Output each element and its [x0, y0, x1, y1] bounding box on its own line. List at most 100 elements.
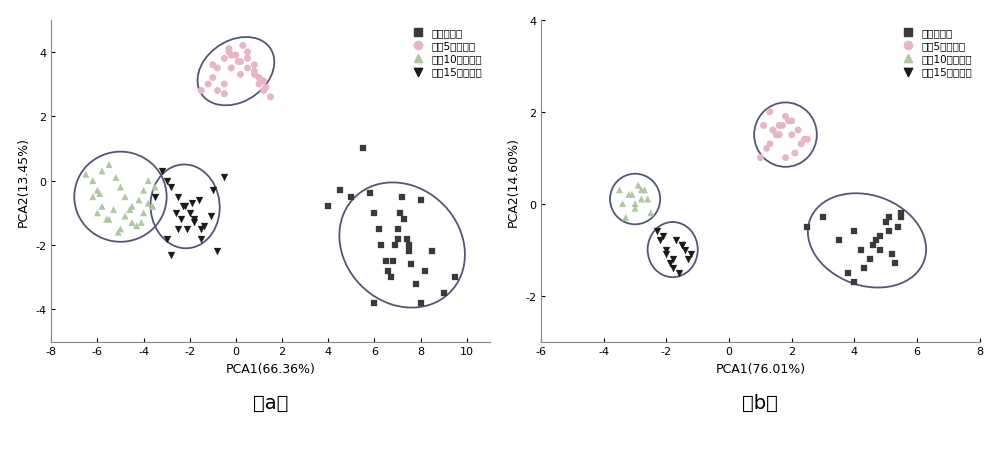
- Point: [618, 214, 634, 221]
- Point: [159, 178, 175, 185]
- Point: [112, 226, 128, 233]
- Point: [136, 187, 152, 194]
- Point: [108, 175, 124, 182]
- Point: [205, 187, 221, 194]
- Point: [256, 87, 272, 95]
- Point: [258, 84, 274, 92]
- Point: [246, 62, 262, 69]
- Point: [355, 146, 371, 153]
- Point: [893, 214, 909, 221]
- Point: [401, 242, 417, 249]
- Point: [378, 258, 394, 265]
- Point: [390, 226, 406, 233]
- Point: [186, 216, 202, 223]
- Point: [117, 193, 133, 201]
- Point: [251, 81, 267, 88]
- Point: [246, 72, 262, 79]
- Point: [251, 75, 267, 82]
- Point: [140, 200, 156, 207]
- Point: [230, 59, 246, 66]
- Point: [872, 233, 888, 240]
- Point: [131, 197, 147, 204]
- Point: [790, 127, 806, 134]
- Point: [209, 87, 225, 95]
- Point: [239, 55, 255, 63]
- Point: [655, 233, 671, 240]
- Point: [233, 72, 249, 79]
- Point: [147, 184, 163, 191]
- Point: [78, 171, 94, 179]
- Point: [239, 65, 255, 73]
- Point: [94, 203, 110, 211]
- Text: （a）: （a）: [253, 393, 288, 412]
- Point: [840, 269, 856, 276]
- Point: [101, 216, 117, 223]
- Point: [85, 193, 101, 201]
- Point: [624, 191, 640, 198]
- Point: [373, 242, 389, 249]
- Point: [636, 187, 652, 194]
- Point: [246, 69, 262, 76]
- Point: [221, 46, 237, 53]
- Y-axis label: PCA2(13.45%): PCA2(13.45%): [17, 136, 30, 226]
- Point: [615, 201, 631, 208]
- Point: [235, 43, 251, 50]
- Point: [674, 242, 690, 249]
- Point: [417, 267, 433, 275]
- Point: [89, 210, 105, 217]
- Text: （b）: （b）: [742, 393, 778, 412]
- Point: [140, 178, 156, 185]
- Point: [133, 219, 149, 226]
- Point: [163, 252, 179, 259]
- Point: [173, 216, 189, 223]
- Point: [787, 150, 803, 157]
- Point: [878, 219, 894, 226]
- Point: [633, 196, 649, 203]
- Point: [759, 146, 775, 153]
- Point: [163, 184, 179, 191]
- Point: [649, 228, 665, 235]
- Point: [92, 190, 108, 198]
- Point: [401, 248, 417, 255]
- Point: [862, 256, 878, 263]
- Point: [424, 248, 440, 255]
- Point: [129, 223, 145, 230]
- Point: [205, 62, 221, 69]
- Point: [390, 235, 406, 243]
- Point: [203, 213, 219, 220]
- Point: [101, 161, 117, 169]
- Point: [665, 256, 681, 263]
- Point: [191, 197, 207, 204]
- Point: [853, 246, 869, 253]
- Point: [221, 49, 237, 56]
- Point: [136, 210, 152, 217]
- Point: [228, 52, 244, 60]
- Y-axis label: PCA2(14.60%): PCA2(14.60%): [507, 136, 520, 226]
- Point: [665, 265, 681, 272]
- Point: [680, 256, 696, 263]
- Point: [209, 248, 225, 255]
- Point: [777, 155, 793, 162]
- Point: [193, 235, 209, 243]
- Point: [793, 141, 809, 148]
- Point: [170, 193, 186, 201]
- Point: [216, 91, 232, 98]
- Point: [640, 196, 656, 203]
- Point: [343, 193, 359, 201]
- Point: [179, 226, 195, 233]
- Point: [392, 210, 408, 217]
- Point: [627, 201, 643, 208]
- Point: [784, 118, 800, 125]
- Point: [771, 123, 787, 130]
- Point: [112, 184, 128, 191]
- Legend: 新鲜山核桃, 陷刖5天山核桃, 陷刖10天山核桃, 陷刖15天山核桃: 新鲜山核桃, 陷刖5天山核桃, 陷刖10天山核桃, 陷刖15天山核桃: [896, 26, 975, 79]
- Point: [856, 265, 872, 272]
- Point: [106, 207, 122, 214]
- Point: [658, 251, 674, 258]
- Point: [668, 237, 684, 244]
- Point: [216, 81, 232, 88]
- Point: [216, 175, 232, 182]
- Point: [774, 123, 790, 130]
- Point: [762, 109, 778, 116]
- Point: [170, 226, 186, 233]
